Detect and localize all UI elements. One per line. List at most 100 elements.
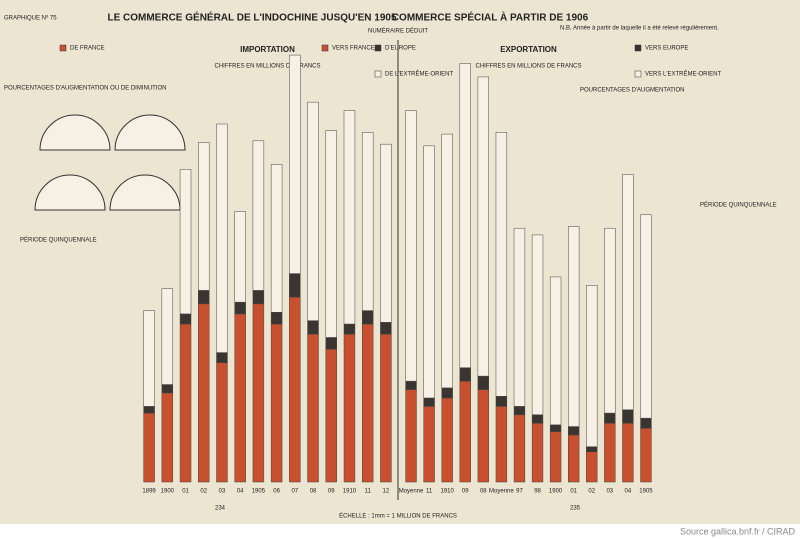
bar-segment xyxy=(289,54,301,274)
x-tick-label: 02 xyxy=(588,489,595,495)
x-tick-label: 98 xyxy=(534,489,541,495)
bar-segment xyxy=(477,375,489,390)
bar-segment xyxy=(216,362,228,483)
bar-segment xyxy=(289,296,301,483)
x-tick-label: Moyenne xyxy=(489,489,514,495)
x-tick-label: 06 xyxy=(273,489,280,495)
bar-segment xyxy=(441,133,453,389)
bar-segment xyxy=(459,63,471,368)
bar-segment xyxy=(234,313,246,483)
legend-swatch xyxy=(321,44,329,52)
x-tick-label: 1900 xyxy=(161,489,175,495)
plate-number: GRAPHIQUE Nº 75 xyxy=(4,15,57,22)
x-tick-label: 11 xyxy=(365,489,372,495)
pct-right: POURCENTAGES D'AUGMENTATION xyxy=(580,88,684,94)
bar-segment xyxy=(143,412,155,483)
note: N.B. Année à partir de laquelle il a été… xyxy=(560,26,719,32)
bar-segment xyxy=(216,352,228,363)
x-tick-label: 09 xyxy=(462,489,469,495)
bar-segment xyxy=(622,174,634,410)
legend-label: VERS L'EXTRÊME-ORIENT xyxy=(645,70,721,78)
bar-segment xyxy=(198,142,210,291)
bar-segment xyxy=(586,285,598,447)
bar-segment xyxy=(380,143,392,323)
bar-segment xyxy=(343,323,356,335)
source: Source gallica.bnf.fr / CIRAD xyxy=(680,526,796,536)
legend-swatch xyxy=(59,44,67,52)
x-tick-label: 03 xyxy=(219,489,226,495)
bar-segment xyxy=(405,110,417,382)
bar-segment xyxy=(441,387,453,399)
bar-segment xyxy=(640,214,652,419)
bar-segment xyxy=(604,412,616,424)
bar-segment xyxy=(586,451,598,483)
panel-title: IMPORTATION xyxy=(240,45,295,54)
bar-segment xyxy=(513,406,526,416)
x-tick-label: 1905 xyxy=(639,489,653,495)
x-tick-label: 04 xyxy=(625,489,632,495)
bar-segment xyxy=(234,301,246,315)
bar-segment xyxy=(270,311,283,325)
x-tick-label: 02 xyxy=(200,489,207,495)
bar-segment xyxy=(459,367,471,382)
bar-segment xyxy=(513,227,526,407)
bar-segment xyxy=(423,145,435,399)
legend-swatch xyxy=(634,70,642,78)
bar-segment xyxy=(252,290,265,305)
legend-swatch xyxy=(374,44,382,52)
bar-segment xyxy=(143,406,155,414)
bar-segment xyxy=(568,426,580,436)
bar-segment xyxy=(161,384,174,394)
x-tick-label: 08 xyxy=(480,489,487,495)
bar-segment xyxy=(423,406,435,483)
bar-segment xyxy=(361,132,374,311)
bar-segment xyxy=(325,348,337,483)
legend-label: VERS FRANCE xyxy=(332,46,375,52)
panel-subtitle: CHIFFRES EN MILLIONS DE FRANCS xyxy=(475,64,581,70)
subtitle: NUMÉRAIRE DÉDUIT xyxy=(368,28,428,35)
page-number: 235 xyxy=(570,506,581,512)
bar-segment xyxy=(604,227,616,414)
bar-segment xyxy=(161,288,174,385)
bar-segment xyxy=(270,323,283,483)
x-tick-label: 09 xyxy=(328,489,335,495)
title-left: LE COMMERCE GÉNÉRAL DE L'INDOCHINE JUSQU… xyxy=(107,11,397,24)
bar-segment xyxy=(380,333,392,483)
legend-swatch xyxy=(374,70,382,78)
x-tick-label: 11 xyxy=(426,489,433,495)
legend-swatch xyxy=(634,44,642,52)
bar-segment xyxy=(549,431,562,483)
pie xyxy=(109,174,181,211)
x-tick-label: 04 xyxy=(237,489,244,495)
bar-segment xyxy=(307,320,319,335)
bar-segment xyxy=(513,414,526,483)
panel-subtitle: CHIFFRES EN MILLIONS DE FRANCS xyxy=(214,64,320,70)
bar-segment xyxy=(495,132,508,397)
bar-segment xyxy=(568,226,580,427)
x-tick-label: 12 xyxy=(383,489,390,495)
bar-segment xyxy=(531,422,544,483)
bar-segment xyxy=(549,276,562,426)
bar-segment xyxy=(423,397,435,407)
pct-left: POURCENTAGES D'AUGMENTATION OU DE DIMINU… xyxy=(4,86,166,92)
bar-segment xyxy=(477,76,489,377)
bar-segment xyxy=(477,389,489,483)
legend-label: VERS EUROPE xyxy=(645,46,688,52)
bar-segment xyxy=(198,303,210,483)
x-tick-label: 97 xyxy=(516,489,523,495)
bar-segment xyxy=(531,414,544,424)
bar-segment xyxy=(495,396,508,407)
bar-segment xyxy=(495,406,508,483)
bar-segment xyxy=(604,422,616,483)
legend-label: DE FRANCE xyxy=(70,46,105,52)
x-tick-label: 1900 xyxy=(549,489,563,495)
bar-segment xyxy=(441,397,453,483)
legend-label: D'EUROPE xyxy=(385,46,416,52)
x-tick-label: 1910 xyxy=(440,489,454,495)
bar-segment xyxy=(307,101,319,321)
source-bar xyxy=(0,524,800,539)
bar-segment xyxy=(640,427,652,483)
bar-segment xyxy=(361,310,374,325)
